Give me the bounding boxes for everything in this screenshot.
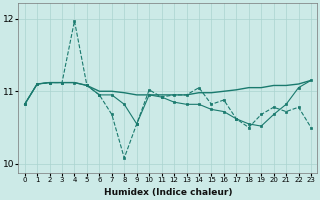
X-axis label: Humidex (Indice chaleur): Humidex (Indice chaleur) <box>104 188 232 197</box>
